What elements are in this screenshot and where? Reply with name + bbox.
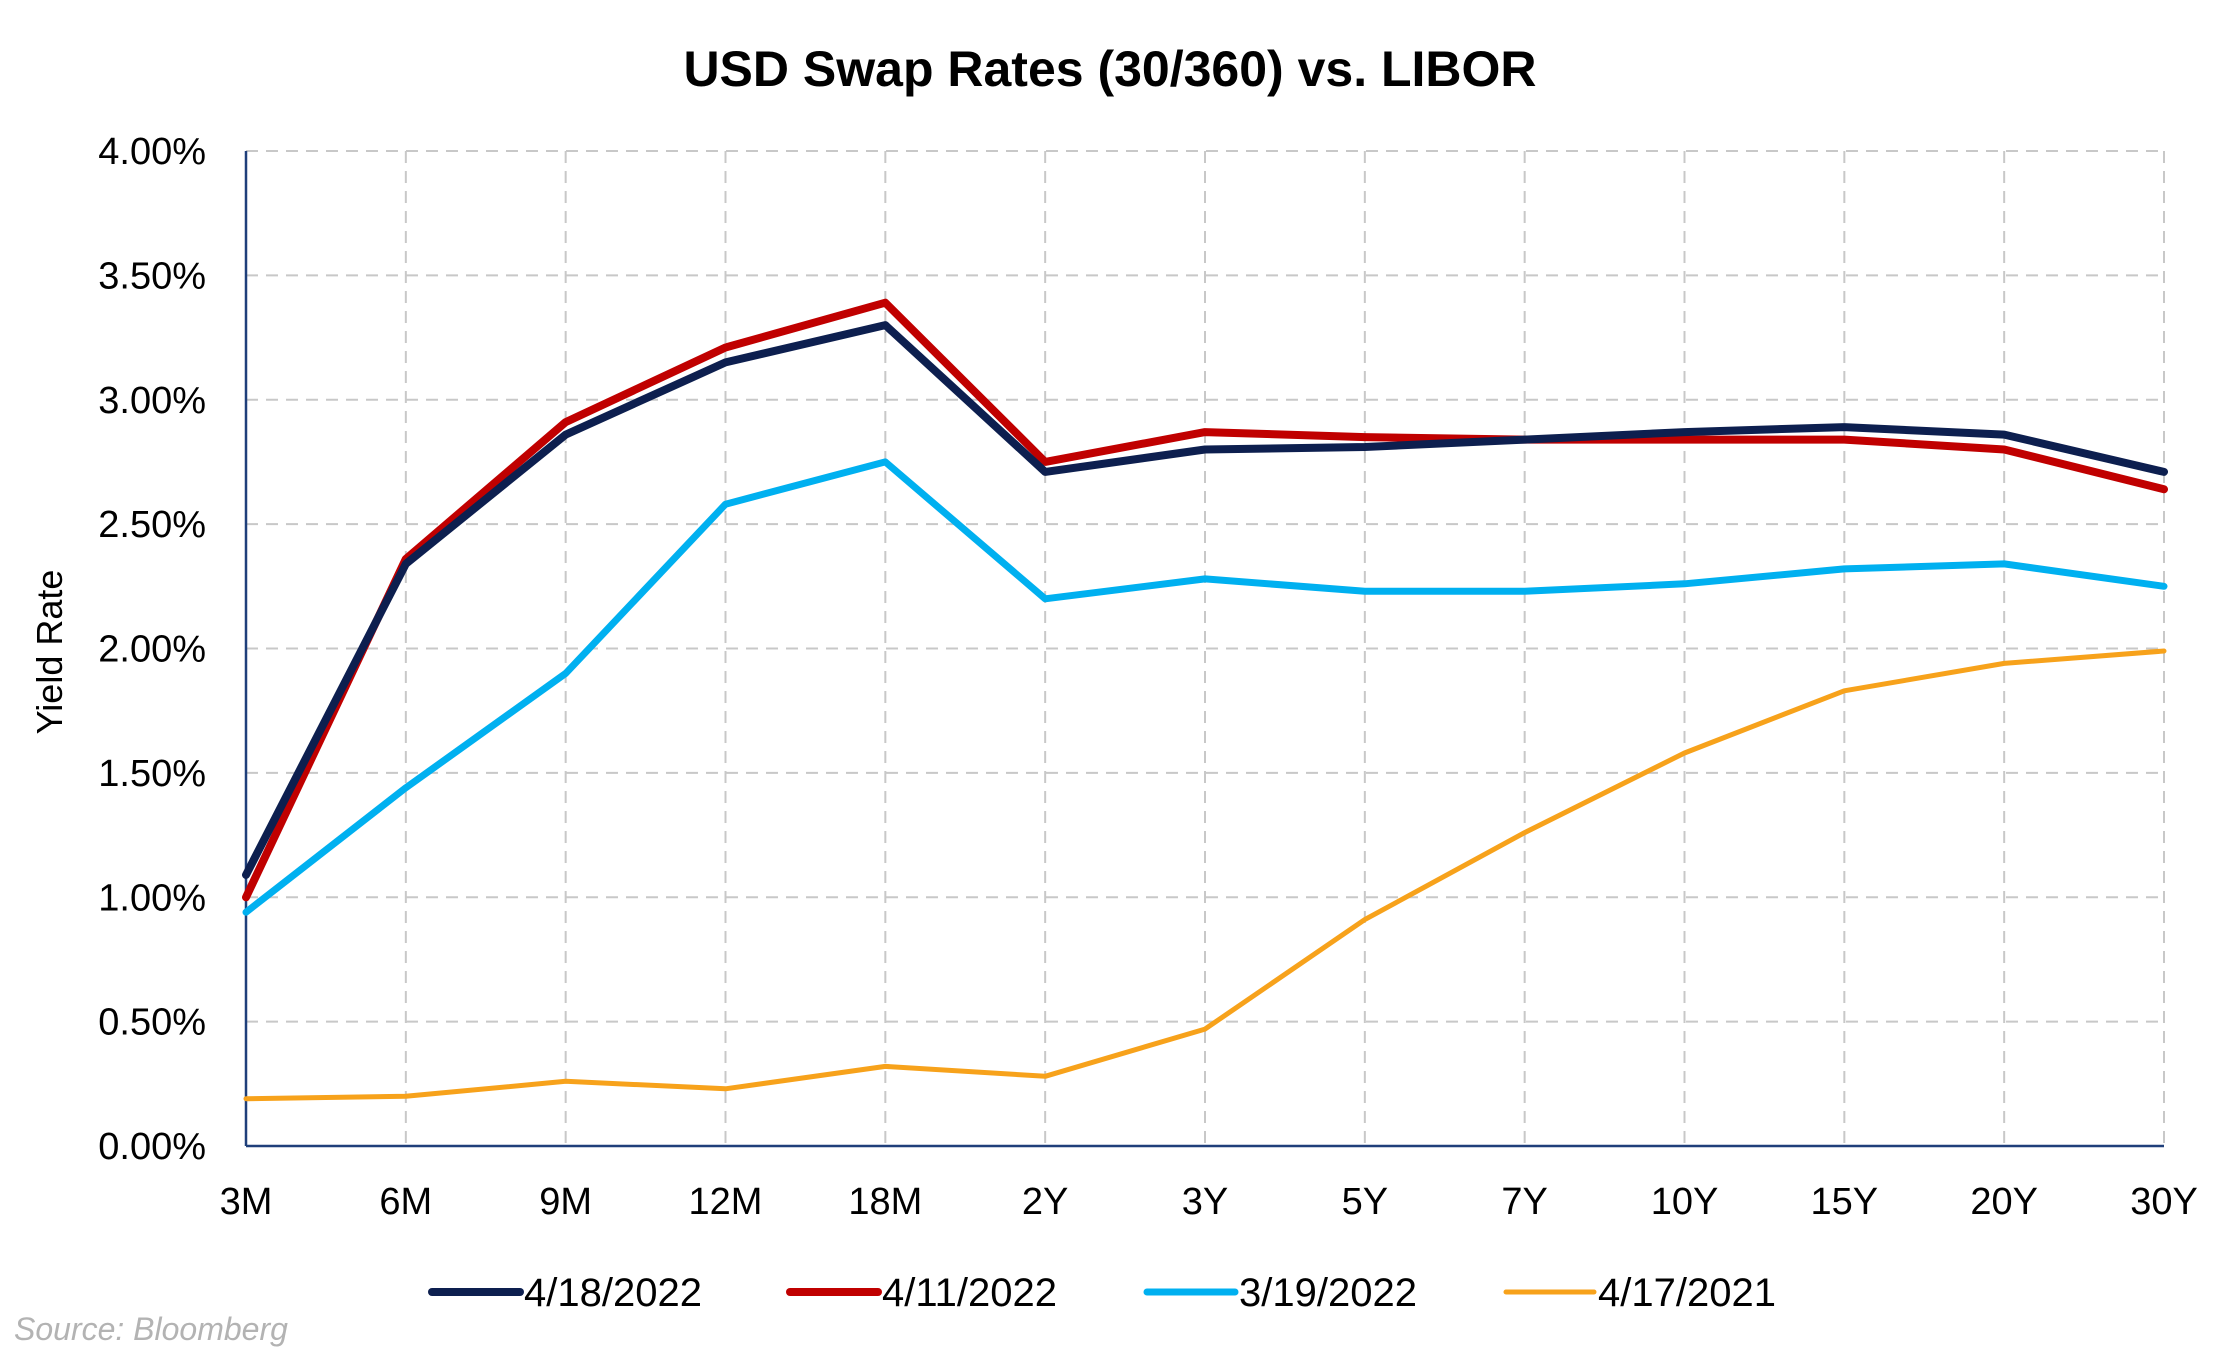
legend-label: 4/11/2022 <box>882 1271 1057 1315</box>
legend-label: 3/19/2022 <box>1239 1271 1417 1315</box>
series-line-4-11-2022 <box>242 298 2168 902</box>
y-tick-label: 1.00% <box>98 877 206 919</box>
x-tick-label: 15Y <box>1811 1181 1879 1223</box>
series-line-3-19-2022 <box>242 458 2168 916</box>
y-tick-label: 0.00% <box>98 1126 206 1168</box>
grid <box>246 150 2165 1146</box>
y-tick-label: 0.50% <box>98 1002 206 1044</box>
y-tick-label: 2.50% <box>98 504 206 546</box>
axes <box>244 151 2164 1148</box>
y-tick-label: 1.50% <box>98 753 206 795</box>
y-tick-label: 3.50% <box>98 255 206 297</box>
x-tick-label: 20Y <box>1970 1181 2038 1223</box>
x-tick-label: 3M <box>220 1181 273 1223</box>
y-tick-labels: 0.00% 0.50% 1.00% 1.50% 2.00% 2.50% 3.00% 3.50%… <box>98 131 206 1168</box>
x-tick-labels: 3M 6M 9M 12M 18M 2Y 3Y 5Y 7Y 10Y 15Y 20Y 30Y <box>220 1181 2198 1223</box>
legend: 4/18/2022 4/11/2022 3/19/2022 4/17/2021 <box>428 1271 1776 1315</box>
x-tick-label: 9M <box>539 1181 592 1223</box>
legend-label: 4/18/2022 <box>524 1271 702 1315</box>
y-axis-label: Yield Rate <box>29 570 70 735</box>
x-tick-label: 10Y <box>1651 1181 1719 1223</box>
x-tick-label: 12M <box>689 1181 763 1223</box>
x-tick-label: 18M <box>848 1181 922 1223</box>
series-lines <box>242 298 2168 1102</box>
x-tick-label: 7Y <box>1501 1181 1547 1223</box>
y-tick-label: 3.00% <box>98 380 206 422</box>
series-line-4-17-2021 <box>243 648 2167 1102</box>
series-line-4-18-2022 <box>242 321 2168 879</box>
y-tick-label: 2.00% <box>98 629 206 671</box>
chart-title: USD Swap Rates (30/360) vs. LIBOR <box>683 41 1536 97</box>
y-tick-label: 4.00% <box>98 131 206 173</box>
x-tick-label: 5Y <box>1342 1181 1388 1223</box>
source-note: Source: Bloomberg <box>14 1311 288 1347</box>
legend-label: 4/17/2021 <box>1598 1271 1776 1315</box>
x-tick-label: 6M <box>379 1181 432 1223</box>
x-tick-label: 2Y <box>1022 1181 1068 1223</box>
x-tick-label: 30Y <box>2130 1181 2198 1223</box>
x-tick-label: 3Y <box>1182 1181 1228 1223</box>
